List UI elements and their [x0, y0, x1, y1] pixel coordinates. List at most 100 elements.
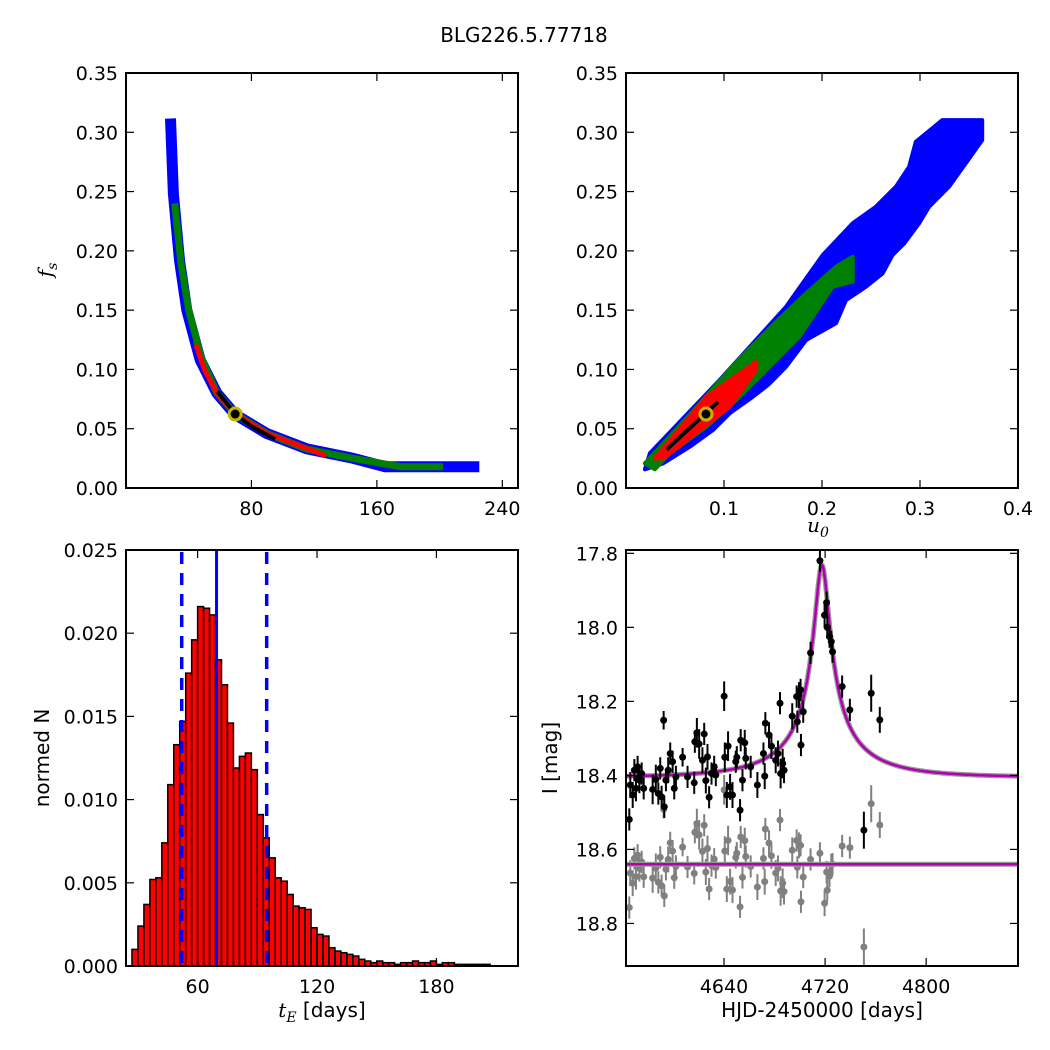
- residual-point: [807, 855, 815, 863]
- residual-point: [846, 844, 854, 852]
- u0-axis-label: u0: [807, 513, 829, 541]
- residual-point: [741, 837, 749, 845]
- x-tick-label: 120: [299, 976, 335, 998]
- residual-point: [629, 879, 637, 887]
- x-tick-label: 160: [359, 498, 395, 520]
- y-tick-label: 0.20: [576, 241, 618, 263]
- residual-point: [780, 888, 788, 896]
- data-point: [807, 649, 815, 657]
- histogram-bar: [250, 768, 259, 966]
- magnitude-axis-label: I [mag]: [538, 722, 562, 794]
- histogram-bar: [316, 933, 324, 966]
- tE-axis-label: tE [days]: [278, 998, 365, 1026]
- residual-point: [876, 821, 884, 829]
- histogram-bar: [190, 639, 199, 966]
- x-tick-label: 0.3: [905, 498, 935, 520]
- residual-point: [860, 943, 868, 951]
- y-tick-label: 0.20: [76, 241, 118, 263]
- data-point: [829, 648, 837, 656]
- data-point: [702, 777, 710, 785]
- residual-point: [797, 898, 805, 906]
- residual-point: [721, 847, 729, 855]
- y-tick-label: 18.2: [576, 691, 618, 713]
- u0-axis-label-main: u: [807, 513, 820, 537]
- residual-point: [733, 849, 741, 857]
- residual-point: [767, 852, 775, 860]
- histogram-bar: [328, 946, 336, 966]
- data-point: [723, 791, 731, 799]
- y-tick-label: 18.6: [576, 839, 618, 861]
- residual-point: [723, 885, 731, 893]
- figure-title: BLG226.5.77718: [440, 23, 608, 47]
- y-tick-label: 0.35: [576, 63, 618, 85]
- data-point: [774, 750, 782, 758]
- data-point: [720, 692, 728, 700]
- x-tick-label: 180: [418, 976, 454, 998]
- fs-axis-label-sub: s: [45, 263, 61, 270]
- histogram-bar: [161, 842, 169, 966]
- histogram-bar: [208, 614, 217, 966]
- y-tick-label: 0.05: [576, 419, 618, 441]
- data-point: [799, 708, 807, 716]
- data-point: [797, 741, 805, 749]
- histogram-bar: [256, 813, 265, 966]
- histogram-bar: [322, 935, 330, 966]
- histogram-bar: [155, 877, 163, 966]
- data-point: [721, 753, 729, 761]
- histogram-bar: [220, 684, 229, 966]
- histogram-bar: [167, 783, 175, 966]
- y-tick-label: 0.05: [76, 419, 118, 441]
- residual-point: [664, 855, 672, 863]
- histogram-bar: [304, 908, 312, 966]
- x-tick-label: 0.2: [807, 498, 837, 520]
- tE-axis-label-units: [days]: [297, 998, 366, 1022]
- data-point: [776, 699, 784, 707]
- light-curve-panel: 4640 4720 4800 17.8 18.0 18.2 18.4 18.6 18.8: [576, 543, 1019, 998]
- histogram-bar: [268, 857, 276, 966]
- residual-point: [679, 843, 687, 851]
- data-point: [733, 753, 741, 761]
- y-tick-label: 0.025: [64, 540, 118, 562]
- residual-point: [705, 885, 713, 893]
- data-point: [684, 773, 692, 781]
- best-fit-marker: [227, 406, 243, 422]
- histogram-bar: [346, 953, 354, 966]
- tE-axis-label-sub: E: [285, 1010, 296, 1026]
- model-curve: [626, 563, 1018, 778]
- residual-point: [867, 800, 875, 808]
- x-tick-label: 4720: [801, 976, 849, 998]
- histogram-bar: [292, 905, 300, 966]
- tE-histogram-panel: 60 120 180 0.000 0.005 0.010 0.015 0.020 0.025: [64, 540, 519, 998]
- residual-point: [728, 886, 736, 894]
- x-tick-label: 4640: [700, 976, 748, 998]
- y-tick-label: 0.15: [76, 300, 118, 322]
- residual-point: [838, 842, 846, 850]
- residual-point: [695, 831, 703, 839]
- histogram-bar: [340, 951, 348, 966]
- residual-point: [816, 849, 824, 857]
- histogram-bar: [352, 955, 360, 966]
- data-point: [797, 686, 805, 694]
- histogram-bar: [143, 903, 151, 966]
- residual-point: [779, 879, 787, 887]
- data-point: [660, 803, 668, 811]
- residual-point: [761, 878, 769, 886]
- y-tick-label: 0.15: [576, 300, 618, 322]
- x-tick-label: 240: [484, 498, 520, 520]
- histogram-bar: [232, 767, 241, 966]
- residual-point: [759, 854, 767, 862]
- hjd-axis-label: HJD-2450000 [days]: [721, 998, 923, 1022]
- data-point: [823, 599, 831, 607]
- histogram-bar: [298, 907, 306, 966]
- data-point: [664, 766, 672, 774]
- data-point: [640, 784, 648, 792]
- axes-frame: [125, 549, 519, 967]
- axes-frame: [125, 72, 519, 489]
- best-fit-marker: [698, 406, 714, 422]
- residual-point: [823, 886, 831, 894]
- histogram-bar: [184, 672, 193, 966]
- residual-point: [660, 892, 668, 900]
- data-point: [638, 770, 646, 778]
- residual-point: [738, 873, 746, 881]
